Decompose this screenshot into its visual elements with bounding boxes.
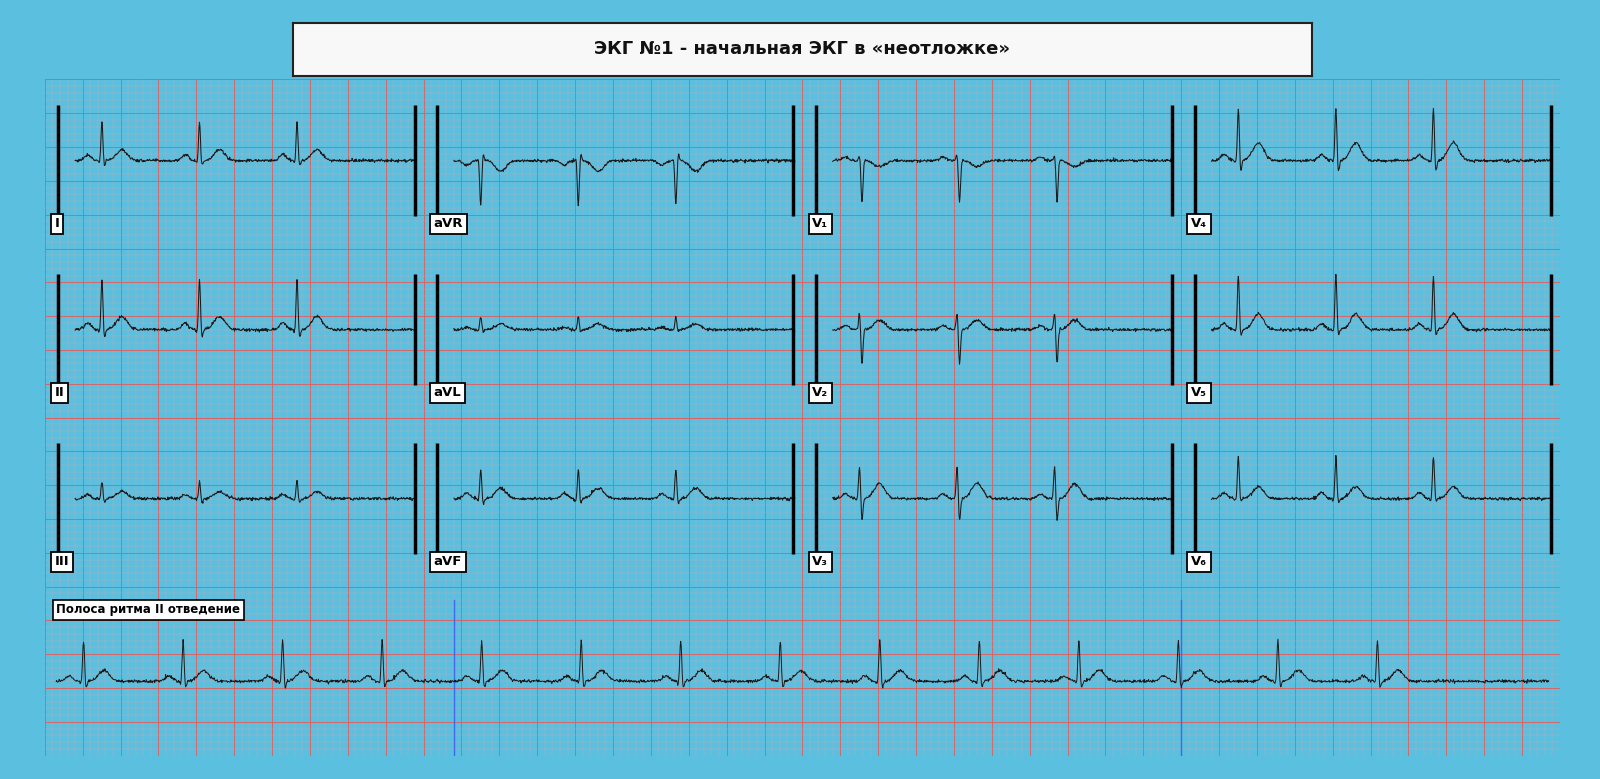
Text: aVR: aVR: [434, 217, 462, 231]
Text: ЭКГ №1 - начальная ЭКГ в «неотложке»: ЭКГ №1 - начальная ЭКГ в «неотложке»: [594, 41, 1011, 58]
Text: I: I: [54, 217, 59, 231]
Text: V₆: V₆: [1190, 555, 1206, 569]
Text: V₂: V₂: [813, 386, 829, 400]
Text: V₃: V₃: [813, 555, 829, 569]
Text: II: II: [54, 386, 64, 400]
Text: V₅: V₅: [1190, 386, 1206, 400]
Text: III: III: [54, 555, 69, 569]
Text: Полоса ритма II отведение: Полоса ритма II отведение: [56, 604, 240, 616]
Text: aVF: aVF: [434, 555, 462, 569]
Text: V₁: V₁: [813, 217, 829, 231]
Text: aVL: aVL: [434, 386, 461, 400]
Text: V₄: V₄: [1190, 217, 1206, 231]
